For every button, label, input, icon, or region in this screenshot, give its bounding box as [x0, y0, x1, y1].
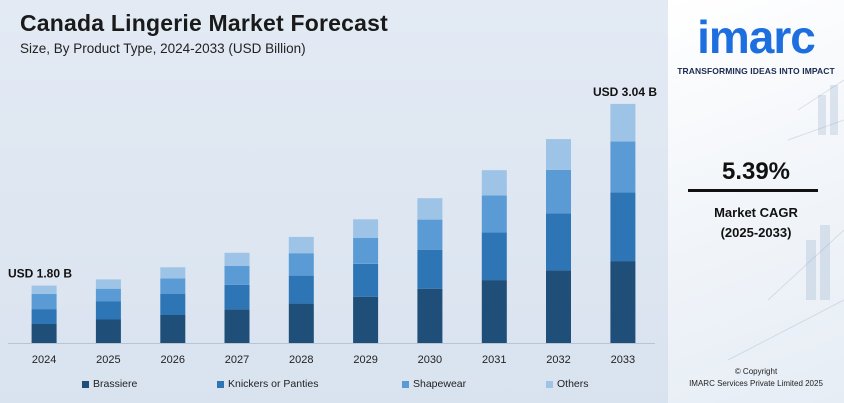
legend-item-knickers-or-panties: Knickers or Panties [217, 378, 318, 390]
x-tick-label: 2030 [418, 354, 442, 366]
side-panel: imarc TRANSFORMING IDEAS INTO IMPACT 5.3… [668, 0, 844, 403]
bar-segment-2031-others [481, 170, 507, 196]
bar-segment-2029-knickers-or-panties [353, 263, 379, 297]
bar-segment-2027-shapewear [224, 265, 250, 285]
bar-segment-2028-shapewear [288, 253, 314, 276]
bar-segment-2025-knickers-or-panties [95, 301, 121, 320]
bar-segment-2024-knickers-or-panties [31, 309, 57, 324]
x-tick-label: 2026 [161, 354, 185, 366]
bar-segment-2026-others [160, 267, 186, 279]
x-tick-label: 2033 [611, 354, 635, 366]
bar-segment-2033-others [610, 103, 636, 142]
bar-segment-2031-shapewear [481, 195, 507, 233]
bar-segment-2032-shapewear [546, 169, 571, 214]
x-tick-label: 2028 [289, 354, 313, 366]
copyright-line-2: IMARC Services Private Limited 2025 [689, 379, 823, 388]
legend-swatch [82, 380, 89, 388]
legend-item-others: Others [546, 378, 589, 390]
x-tick-label: 2031 [482, 354, 506, 366]
legend-swatch [217, 380, 224, 388]
x-tick-label: 2032 [546, 354, 570, 366]
bar-segment-2033-knickers-or-panties [610, 192, 636, 262]
bar-segment-2029-others [353, 219, 379, 238]
copyright-line-1: © Copyright [734, 367, 778, 376]
x-tick-label: 2029 [353, 354, 377, 366]
x-tick-label: 2024 [32, 354, 56, 366]
bar-segment-2025-shapewear [95, 288, 121, 302]
bar-segment-2030-others [417, 198, 443, 220]
bar-segment-2026-brassiere [160, 315, 186, 343]
data-label-2033: USD 3.04 B [593, 85, 657, 99]
stacked-bar-chart: 2024 2025 2026 2027 2028 2029 2030 2031 2032 2033… [8, 85, 657, 366]
cagr-divider [688, 189, 818, 192]
legend-swatch [402, 380, 409, 388]
bar-segment-2026-knickers-or-panties [160, 293, 186, 315]
bar-segment-2028-knickers-or-panties [288, 275, 314, 304]
bar-segment-2032-knickers-or-panties [546, 213, 571, 271]
brand-tagline: TRANSFORMING IDEAS INTO IMPACT [677, 66, 835, 76]
chart-panel: Canada Lingerie Market Forecast Size, By… [0, 0, 668, 403]
bar-segment-2030-shapewear [417, 219, 443, 250]
chart-legend: Brassiere Knickers or Panties Shapewear Oth… [0, 378, 668, 392]
legend-item-shapewear: Shapewear [402, 378, 466, 390]
bar-segment-2025-brassiere [95, 319, 121, 343]
legend-label: Knickers or Panties [228, 378, 319, 390]
cagr-label-title: Market CAGR [714, 205, 798, 220]
legend-item-brassiere: Brassiere [82, 378, 137, 390]
bar-segment-2024-brassiere [31, 324, 57, 343]
cagr-label-period: (2025-2033) [720, 225, 792, 240]
bar-segment-2027-others [224, 252, 250, 266]
bar-segment-2032-others [546, 139, 571, 170]
decorative-background-graphic [727, 79, 844, 361]
bar-segment-2028-others [288, 236, 314, 254]
legend-label: Brassiere [93, 378, 138, 390]
data-label-2024: USD 1.80 B [8, 267, 72, 281]
bar-segment-2028-brassiere [288, 303, 314, 343]
cagr-value: 5.39% [721, 158, 791, 185]
bar-segment-2027-brassiere [224, 309, 250, 343]
bar-segment-2033-brassiere [610, 261, 636, 343]
bar-segment-2025-others [95, 279, 121, 289]
imarc-logo: imarc [697, 11, 816, 63]
x-tick-label: 2027 [225, 354, 249, 366]
bar-segment-2029-brassiere [353, 296, 379, 343]
x-tick-label: 2025 [96, 354, 120, 366]
bar-segment-2024-others [31, 285, 57, 294]
legend-swatch [546, 380, 553, 388]
cagr-label: Market CAGR (2025-2033) [668, 203, 844, 243]
chart-title: Canada Lingerie Market Forecast [20, 10, 388, 36]
bar-segment-2026-shapewear [160, 278, 186, 294]
copyright: © Copyright IMARC Services Private Limit… [668, 366, 844, 390]
bar-segment-2033-shapewear [610, 141, 636, 193]
bar-segment-2032-brassiere [546, 270, 571, 343]
bar-segment-2030-knickers-or-panties [417, 249, 443, 289]
legend-label: Others [557, 378, 589, 390]
chart-subtitle: Size, By Product Type, 2024-2033 (USD Bi… [20, 41, 306, 56]
bar-segment-2031-brassiere [481, 280, 507, 343]
legend-label: Shapewear [413, 378, 467, 390]
bar-segment-2029-shapewear [353, 237, 379, 264]
bar-segment-2027-knickers-or-panties [224, 284, 250, 310]
bar-segment-2024-shapewear [31, 293, 57, 310]
bar-segment-2031-knickers-or-panties [481, 232, 507, 281]
bar-segment-2030-brassiere [417, 288, 443, 343]
